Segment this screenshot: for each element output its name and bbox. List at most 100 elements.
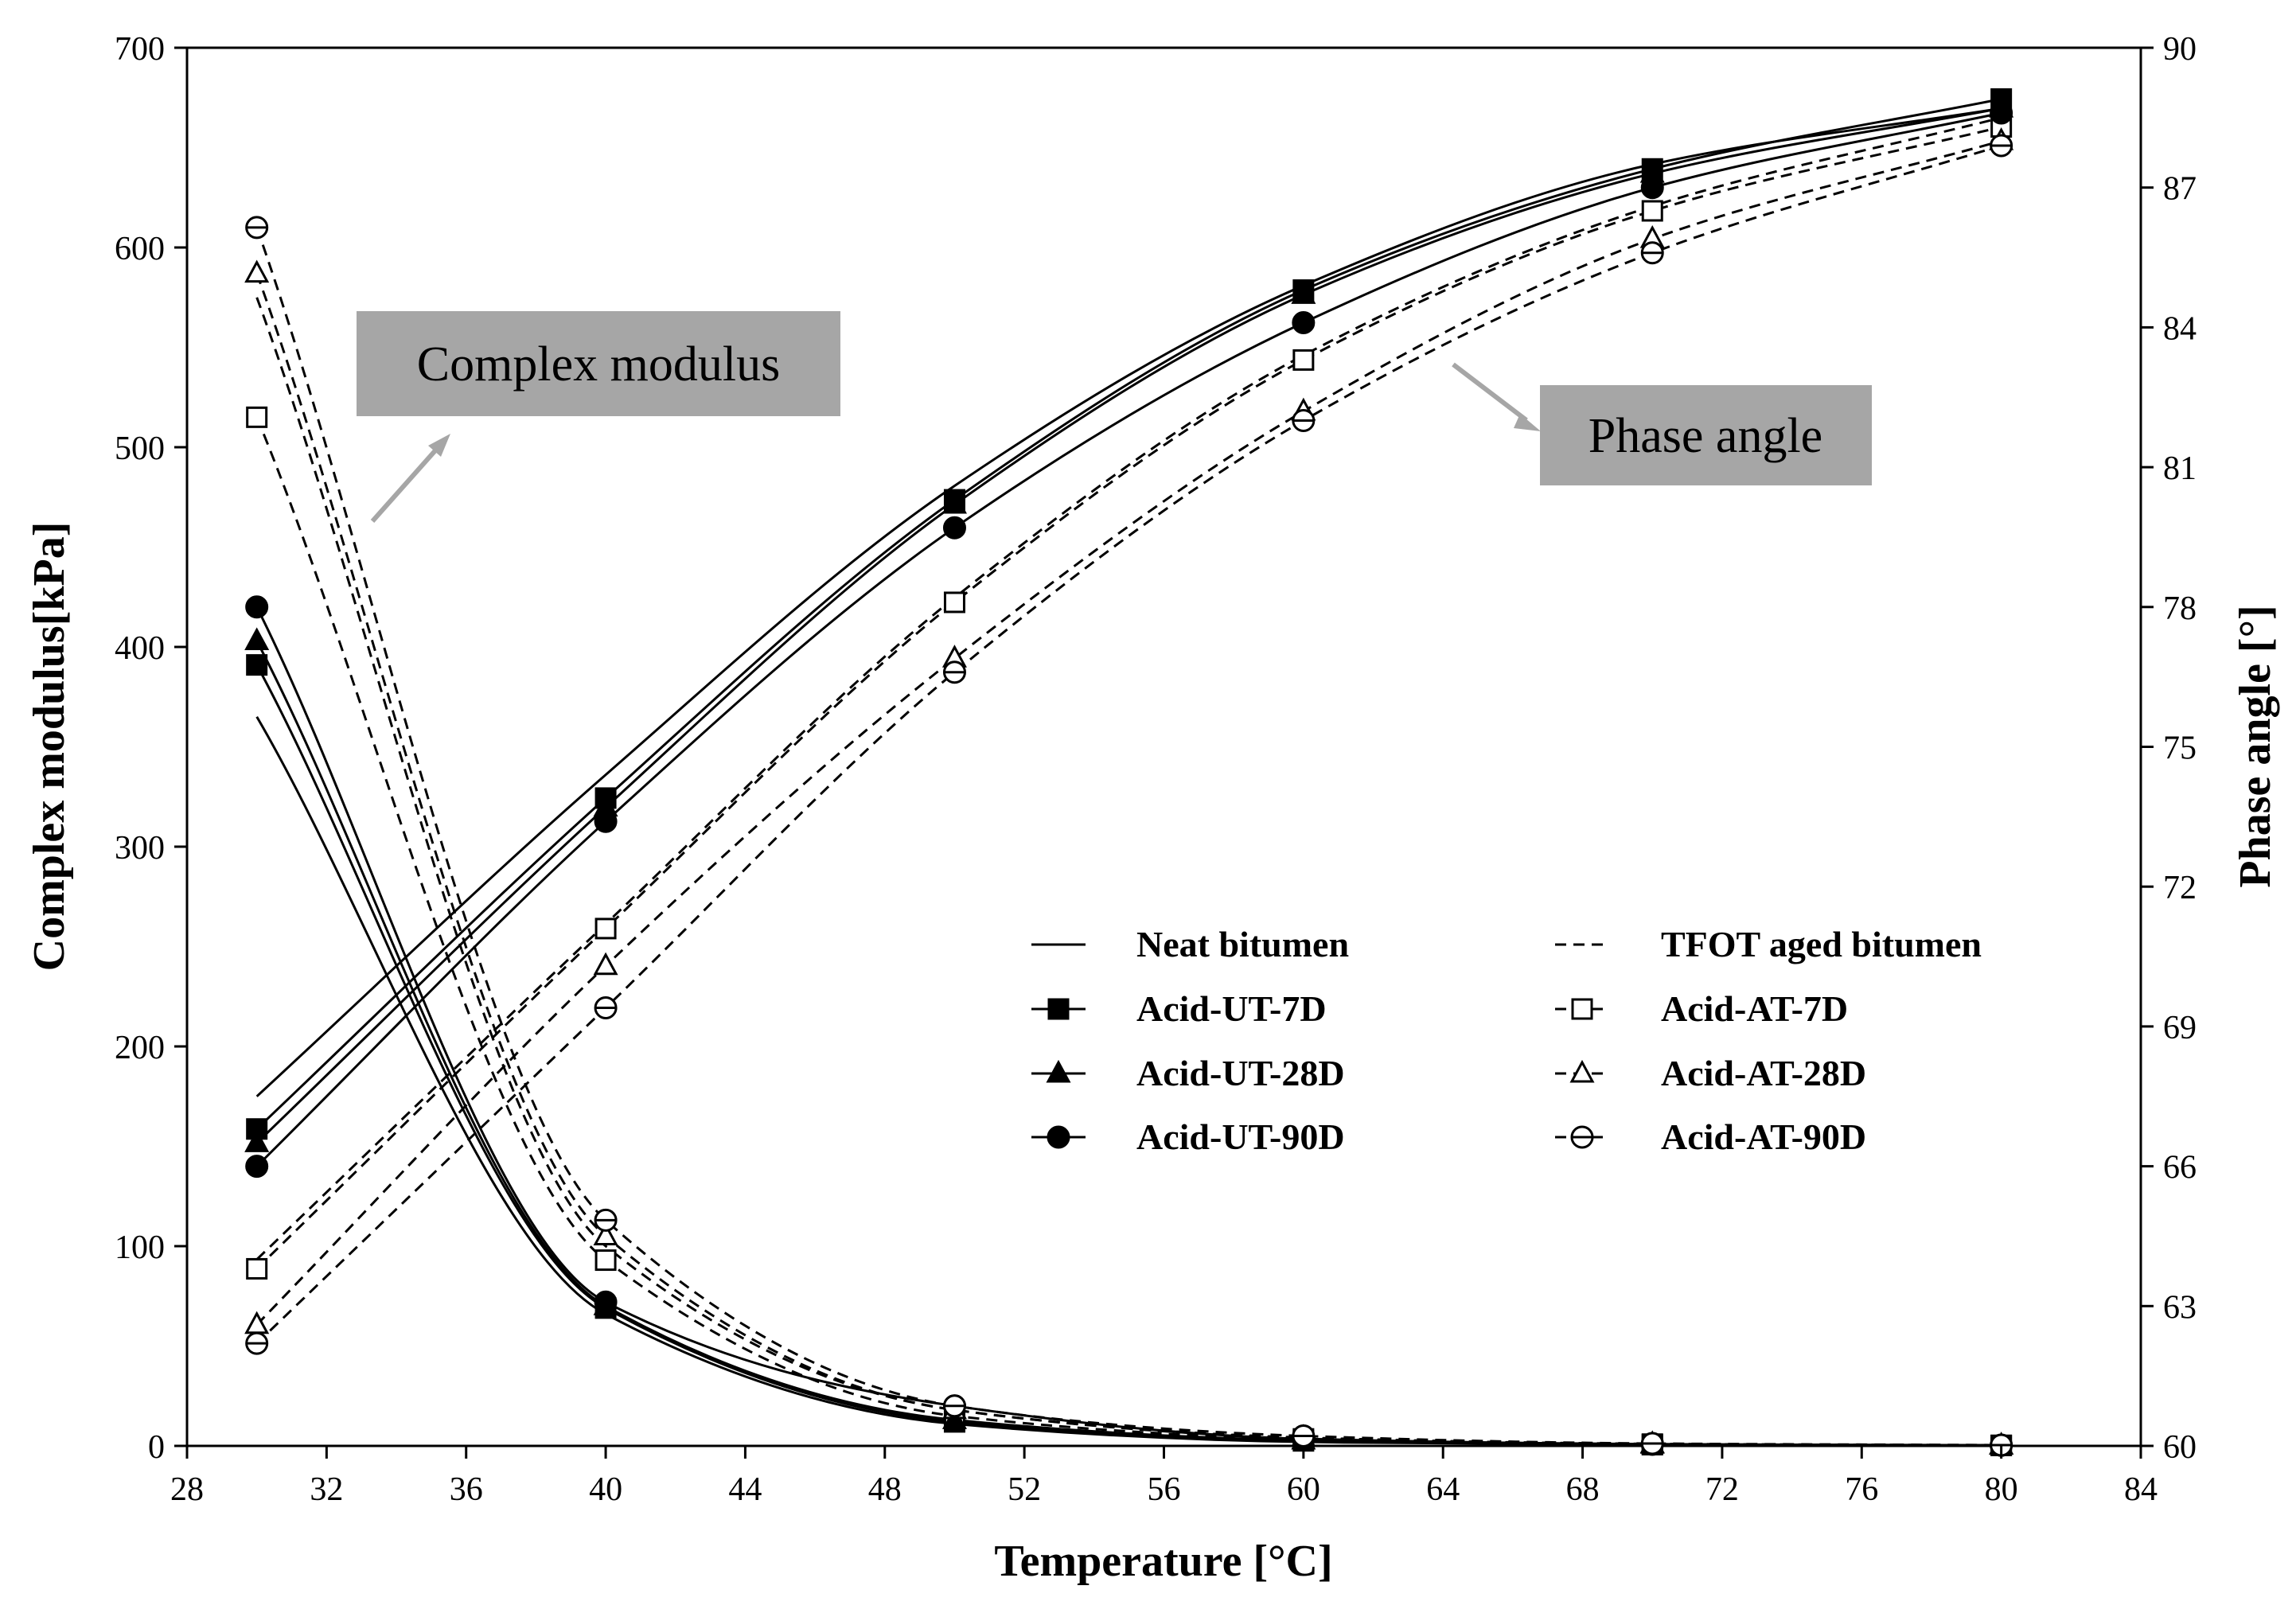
y-right-tick-label: 72 bbox=[2163, 870, 2197, 906]
point-acid-ut-28d-phase-30 bbox=[244, 1129, 270, 1152]
legend-label-acid-ut-28d: Acid-UT-28D bbox=[1136, 1053, 1345, 1093]
y-left-tick-label: 0 bbox=[148, 1429, 165, 1466]
point-acid-at-28d-modulus-30 bbox=[244, 259, 270, 283]
point-acid-at-28d-phase-40 bbox=[593, 952, 618, 976]
point-acid-ut-7d-modulus-30 bbox=[246, 654, 268, 676]
point-acid-ut-90d-phase-30 bbox=[245, 1155, 269, 1179]
point-acid-at-7d-phase-60 bbox=[1292, 349, 1315, 371]
series-line-acid-ut-7d-phase bbox=[255, 97, 2002, 1130]
legend-entry-acid-ut-90d: Acid-UT-90D bbox=[1031, 1116, 1345, 1157]
x-tick-label: 68 bbox=[1566, 1471, 1600, 1508]
x-tick-label: 52 bbox=[1008, 1471, 1041, 1508]
legend-symbol-acid-ut-90d bbox=[1031, 1125, 1086, 1149]
legend-symbol-acid-ut-28d bbox=[1031, 1059, 1086, 1083]
legend-entry-acid-ut-28d: Acid-UT-28D bbox=[1031, 1053, 1345, 1093]
legend-entry-acid-ut-7d: Acid-UT-7D bbox=[1031, 988, 1327, 1029]
point-acid-at-7d-phase-70 bbox=[1641, 200, 1663, 222]
x-tick-label: 60 bbox=[1287, 1471, 1320, 1508]
legend-entry-acid-at-7d: Acid-AT-7D bbox=[1555, 988, 1848, 1029]
marker-layer bbox=[244, 88, 2014, 1457]
y-left-tick-label: 100 bbox=[115, 1229, 165, 1266]
y-left-tick-label: 600 bbox=[115, 231, 165, 267]
y-left-axis-label: Complex modulus[kPa] bbox=[25, 522, 74, 972]
point-acid-ut-90d-modulus-40 bbox=[594, 1290, 618, 1314]
point-acid-ut-28d-phase-60 bbox=[1291, 281, 1316, 304]
y-right-tick-label: 60 bbox=[2163, 1429, 2197, 1466]
point-acid-at-7d-modulus-40 bbox=[594, 1249, 617, 1272]
phase-angle-arrow bbox=[1452, 362, 1528, 423]
y-right-axis-ticks: 60 63 66 69 72 75 78 81 84 87 90 bbox=[2141, 31, 2197, 1466]
y-left-axis-ticks: 0 100 200 300 400 500 600 700 bbox=[115, 31, 187, 1466]
y-left-tick-label: 500 bbox=[115, 431, 165, 467]
legend-symbol-acid-at-90d bbox=[1555, 1125, 1609, 1149]
y-right-tick-label: 69 bbox=[2163, 1010, 2197, 1046]
x-axis-label: Temperature [°C] bbox=[994, 1537, 1332, 1586]
phase-angle-label: Phase angle bbox=[1588, 409, 1822, 463]
x-tick-label: 76 bbox=[1845, 1471, 1878, 1508]
y-right-tick-label: 63 bbox=[2163, 1289, 2197, 1326]
series-line-tfot-aged-bitumen-phase bbox=[255, 116, 2002, 1260]
x-tick-label: 40 bbox=[589, 1471, 622, 1508]
y-right-tick-label: 87 bbox=[2163, 171, 2197, 208]
point-acid-at-28d-modulus-40 bbox=[593, 1222, 618, 1245]
point-acid-at-7d-modulus-30 bbox=[246, 406, 268, 428]
series-line-neat-bitumen-phase bbox=[255, 107, 2002, 1097]
legend-entry-acid-at-90d: Acid-AT-90D bbox=[1555, 1116, 1866, 1157]
legend-marker bbox=[1047, 1125, 1070, 1149]
phase-angle-annotation: Phase angle bbox=[1452, 362, 1872, 485]
legend-label-neat-bitumen: Neat bitumen bbox=[1136, 924, 1349, 964]
x-tick-label: 80 bbox=[1985, 1471, 2018, 1508]
x-tick-label: 56 bbox=[1148, 1471, 1181, 1508]
point-acid-ut-28d-modulus-30 bbox=[244, 627, 270, 650]
point-acid-ut-90d-phase-70 bbox=[1640, 176, 1664, 200]
complex-modulus-arrowhead bbox=[428, 434, 450, 457]
legend-symbol-acid-ut-7d bbox=[1031, 998, 1086, 1020]
point-acid-ut-90d-phase-40 bbox=[594, 809, 618, 833]
x-tick-label: 64 bbox=[1426, 1471, 1460, 1508]
phase-angle-arrowhead bbox=[1514, 414, 1541, 431]
legend-entry-tfot-aged-bitumen: TFOT aged bitumen bbox=[1555, 924, 1982, 964]
x-tick-label: 36 bbox=[450, 1471, 483, 1508]
x-tick-label: 44 bbox=[728, 1471, 762, 1508]
y-left-tick-label: 300 bbox=[115, 830, 165, 867]
legend-marker bbox=[1569, 1059, 1595, 1083]
y-left-tick-label: 200 bbox=[115, 1030, 165, 1066]
legend-label-acid-at-28d: Acid-AT-28D bbox=[1661, 1053, 1866, 1093]
point-acid-ut-90d-phase-80 bbox=[1990, 101, 2013, 125]
series-line-acid-ut-28d-phase bbox=[255, 107, 2002, 1144]
complex-modulus-arrow bbox=[370, 448, 439, 523]
legend-label-tfot-aged-bitumen: TFOT aged bitumen bbox=[1661, 924, 1982, 964]
point-acid-at-7d-phase-50 bbox=[943, 591, 965, 614]
y-left-tick-label: 700 bbox=[115, 31, 165, 68]
point-acid-ut-90d-phase-50 bbox=[942, 516, 966, 540]
series-line-acid-at-7d-phase bbox=[255, 126, 2002, 1270]
legend-marker bbox=[1046, 1059, 1071, 1083]
legend-label-acid-at-90d: Acid-AT-90D bbox=[1661, 1116, 1866, 1157]
point-acid-ut-28d-phase-50 bbox=[941, 490, 967, 514]
curve-layer bbox=[255, 97, 2002, 1447]
y-right-tick-label: 75 bbox=[2163, 731, 2197, 767]
series-line-acid-at-90d-phase bbox=[255, 144, 2002, 1345]
y-left-tick-label: 400 bbox=[115, 630, 165, 667]
y-right-tick-label: 78 bbox=[2163, 590, 2197, 627]
complex-modulus-annotation: Complex modulus bbox=[357, 311, 840, 523]
legend-entry-neat-bitumen: Neat bitumen bbox=[1031, 924, 1349, 964]
x-tick-label: 32 bbox=[310, 1471, 343, 1508]
y-right-tick-label: 90 bbox=[2163, 31, 2197, 68]
y-right-tick-label: 66 bbox=[2163, 1150, 2197, 1186]
complex-modulus-box bbox=[357, 311, 840, 416]
legend: Neat bitumen TFOT aged bitumen Acid-UT-7… bbox=[1031, 924, 1982, 1157]
x-tick-label: 48 bbox=[868, 1471, 902, 1508]
x-tick-label: 84 bbox=[2124, 1471, 2158, 1508]
x-axis-ticks: 28 32 36 40 44 48 52 56 60 64 68 72 76 80 84 bbox=[170, 1446, 2158, 1508]
legend-marker bbox=[1571, 998, 1593, 1020]
y-right-tick-label: 81 bbox=[2163, 450, 2197, 487]
series-line-acid-at-90d-modulus bbox=[255, 227, 2002, 1447]
legend-label-acid-ut-7d: Acid-UT-7D bbox=[1136, 988, 1327, 1029]
y-right-tick-label: 84 bbox=[2163, 310, 2197, 347]
legend-label-acid-ut-90d: Acid-UT-90D bbox=[1136, 1116, 1345, 1157]
legend-symbol-acid-at-28d bbox=[1555, 1059, 1609, 1083]
legend-marker bbox=[1047, 998, 1070, 1020]
